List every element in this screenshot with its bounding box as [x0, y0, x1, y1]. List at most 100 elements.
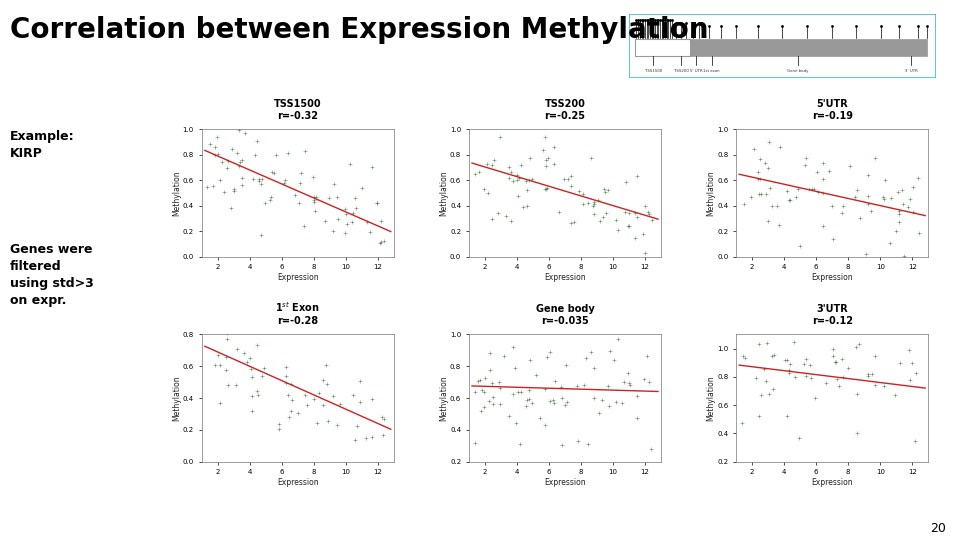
Point: [622, 381, 637, 389]
Point: [636, 230, 651, 239]
Y-axis label: Methylation: Methylation: [173, 170, 181, 215]
Point: [372, 217, 388, 226]
Point: [758, 190, 774, 199]
Point: [786, 338, 802, 347]
Point: [595, 212, 611, 221]
Point: [376, 415, 392, 423]
Point: [600, 381, 615, 390]
Point: [628, 234, 643, 242]
Point: [861, 192, 876, 200]
Point: [867, 154, 882, 163]
Point: [254, 372, 270, 381]
Text: Correlation between Expression Methylation: Correlation between Expression Methylati…: [10, 16, 708, 44]
Point: [809, 167, 825, 176]
Point: [828, 358, 843, 367]
Point: [253, 231, 269, 239]
Text: TSS1500: TSS1500: [645, 69, 662, 72]
Point: [818, 379, 833, 388]
Point: [539, 185, 554, 193]
Point: [858, 323, 874, 332]
Point: [734, 418, 750, 427]
Point: [338, 209, 353, 218]
Text: TSS200: TSS200: [674, 69, 688, 72]
Point: [641, 377, 657, 386]
Point: [485, 379, 500, 387]
Point: [883, 239, 899, 248]
Point: [778, 355, 793, 364]
Point: [861, 200, 876, 208]
Point: [277, 372, 293, 380]
Point: [278, 379, 294, 387]
Point: [471, 168, 487, 177]
Text: 20: 20: [929, 522, 946, 535]
Point: [537, 421, 552, 429]
Point: [481, 188, 496, 197]
Point: [617, 207, 633, 216]
Point: [210, 150, 226, 158]
Point: [622, 379, 637, 387]
Point: [503, 168, 518, 177]
Point: [843, 161, 858, 170]
Point: [346, 209, 361, 218]
Point: [826, 352, 841, 360]
Point: [863, 207, 878, 215]
Point: [522, 395, 538, 403]
Point: [250, 137, 265, 145]
Point: [365, 433, 380, 441]
Point: [754, 390, 769, 399]
Point: [804, 185, 819, 193]
Point: [793, 241, 808, 250]
Point: [895, 200, 910, 208]
Point: [512, 440, 527, 448]
Point: [283, 380, 299, 388]
Point: [315, 375, 330, 384]
Point: [539, 162, 554, 171]
Point: [542, 347, 558, 356]
Point: [231, 322, 247, 331]
Y-axis label: Methylation: Methylation: [440, 170, 448, 215]
Point: [306, 192, 322, 201]
Point: [543, 325, 559, 333]
Point: [766, 351, 781, 360]
Point: [637, 202, 653, 211]
Point: [508, 418, 523, 427]
Text: 3' UTR: 3' UTR: [905, 69, 918, 72]
Point: [780, 356, 795, 364]
X-axis label: Expression: Expression: [544, 478, 586, 487]
Point: [555, 440, 570, 449]
Point: [518, 177, 534, 185]
Point: [815, 189, 830, 198]
Point: [318, 217, 333, 226]
Point: [468, 388, 483, 396]
Point: [263, 195, 278, 204]
Point: [644, 215, 660, 224]
Point: [298, 390, 313, 399]
Text: TSS200: TSS200: [544, 99, 586, 109]
Point: [224, 144, 239, 153]
Point: [269, 322, 284, 331]
Point: [297, 221, 312, 230]
Point: [291, 199, 306, 207]
Point: [316, 400, 331, 409]
Point: [608, 397, 623, 406]
Point: [365, 395, 380, 403]
Text: 1st exon: 1st exon: [704, 69, 720, 72]
Point: [250, 387, 265, 396]
Point: [787, 372, 803, 381]
Point: [620, 221, 636, 230]
Point: [876, 193, 891, 202]
Point: [910, 174, 925, 183]
Point: [207, 361, 223, 369]
Point: [306, 395, 322, 404]
Point: [528, 370, 543, 379]
Point: [788, 193, 804, 201]
Point: [216, 322, 231, 331]
Point: [352, 398, 368, 407]
Point: [200, 183, 215, 191]
Point: [485, 160, 500, 169]
Point: [482, 366, 497, 374]
Point: [542, 396, 558, 405]
Text: 3'UTR: 3'UTR: [816, 305, 848, 314]
Point: [512, 173, 527, 182]
Point: [229, 148, 245, 157]
